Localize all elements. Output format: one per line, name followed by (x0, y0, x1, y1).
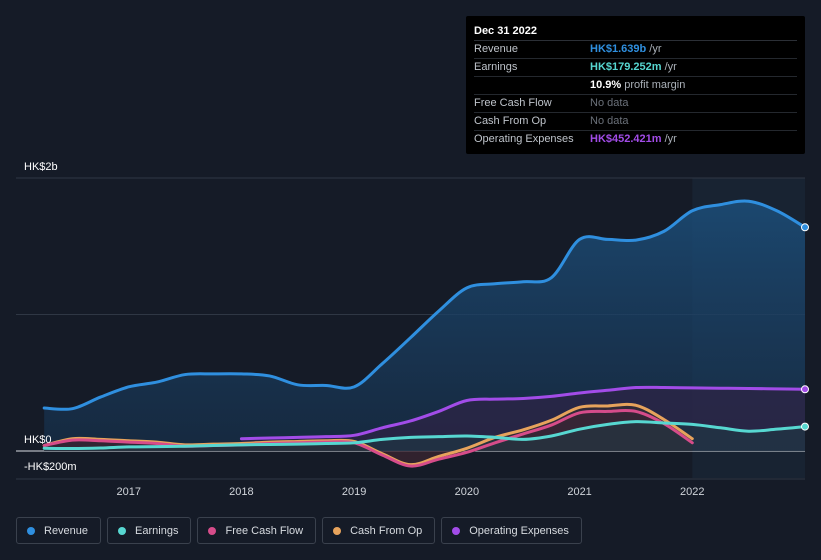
x-tick-2022: 2022 (680, 486, 704, 498)
tooltip-row-label (474, 77, 590, 94)
tooltip-row-label: Earnings (474, 61, 518, 73)
y-axis-zero-label: HK$0 (24, 434, 52, 446)
x-tick-2019: 2019 (342, 486, 366, 498)
revenue-end-marker (801, 223, 809, 232)
tooltip-row-value: No data (590, 97, 629, 109)
fcf-line[interactable] (42, 408, 694, 468)
x-tick-2018: 2018 (229, 486, 253, 498)
tooltip-row: Earnings HK$179.252m/yr (474, 59, 797, 77)
y-axis-top-label: HK$2b (24, 161, 58, 173)
legend-label: Free Cash Flow (225, 524, 304, 537)
earnings-end-marker (801, 422, 809, 431)
tooltip-row: Operating Expenses HK$452.421m/yr (474, 131, 797, 148)
legend-dot-icon (208, 526, 217, 535)
tooltip-row-unit: /yr (649, 43, 662, 55)
earnings-area (44, 421, 805, 451)
tooltip-row: Cash From Op No data (474, 113, 797, 131)
y-axis-bottom-label: -HK$200m (24, 461, 77, 473)
revenue-line[interactable] (42, 199, 807, 411)
tooltip-row-value: HK$1.639b (590, 43, 647, 55)
x-tick-2021: 2021 (567, 486, 591, 498)
legend-item-fcf[interactable]: Free Cash Flow (197, 517, 317, 544)
tooltip-row-label: Revenue (474, 43, 519, 55)
opex-end-marker (801, 385, 809, 394)
legend-item-opex[interactable]: Operating Expenses (441, 517, 582, 544)
earnings-line[interactable] (42, 420, 807, 451)
opex-line[interactable] (239, 385, 807, 441)
x-tick-2017: 2017 (116, 486, 140, 498)
legend-dot-icon (118, 526, 127, 535)
legend-label: Revenue (44, 524, 89, 537)
tooltip-row-value: HK$179.252m (590, 61, 662, 73)
x-tick-2020: 2020 (455, 486, 479, 498)
tooltip-row-value: No data (590, 115, 629, 127)
tooltip-row-unit: /yr (664, 133, 677, 145)
tooltip-row-label: Cash From Op (474, 115, 547, 127)
tooltip-row-value: 10.9% (590, 79, 622, 91)
legend-dot-icon (27, 526, 35, 535)
chart-legend: Revenue Earnings Free Cash Flow Cash From O… (16, 517, 582, 544)
legend-dot-icon (333, 526, 342, 535)
tooltip-row-label: Free Cash Flow (474, 97, 552, 109)
tooltip-row-label: Operating Expenses (474, 133, 574, 145)
legend-item-earnings[interactable]: Earnings (107, 517, 192, 544)
legend-label: Earnings (135, 524, 179, 537)
tooltip-row-value: HK$452.421m (590, 133, 662, 145)
tooltip-row: Revenue HK$1.639b/yr (474, 41, 797, 59)
legend-label: Operating Expenses (469, 524, 569, 537)
tooltip-row-unit: /yr (664, 61, 677, 73)
legend-label: Cash From Op (350, 524, 423, 537)
legend-dot-icon (452, 526, 461, 535)
tooltip-row-unit: profit margin (624, 79, 686, 91)
tooltip-row: 10.9% profit margin (474, 77, 797, 95)
tooltip-date: Dec 31 2022 (474, 22, 797, 41)
legend-item-revenue[interactable]: Revenue (16, 517, 102, 544)
tooltip-row: Free Cash Flow No data (474, 95, 797, 113)
data-tooltip: Dec 31 2022 Revenue HK$1.639b/yr Earnings H… (466, 16, 805, 154)
legend-item-cfo[interactable]: Cash From Op (322, 517, 436, 544)
